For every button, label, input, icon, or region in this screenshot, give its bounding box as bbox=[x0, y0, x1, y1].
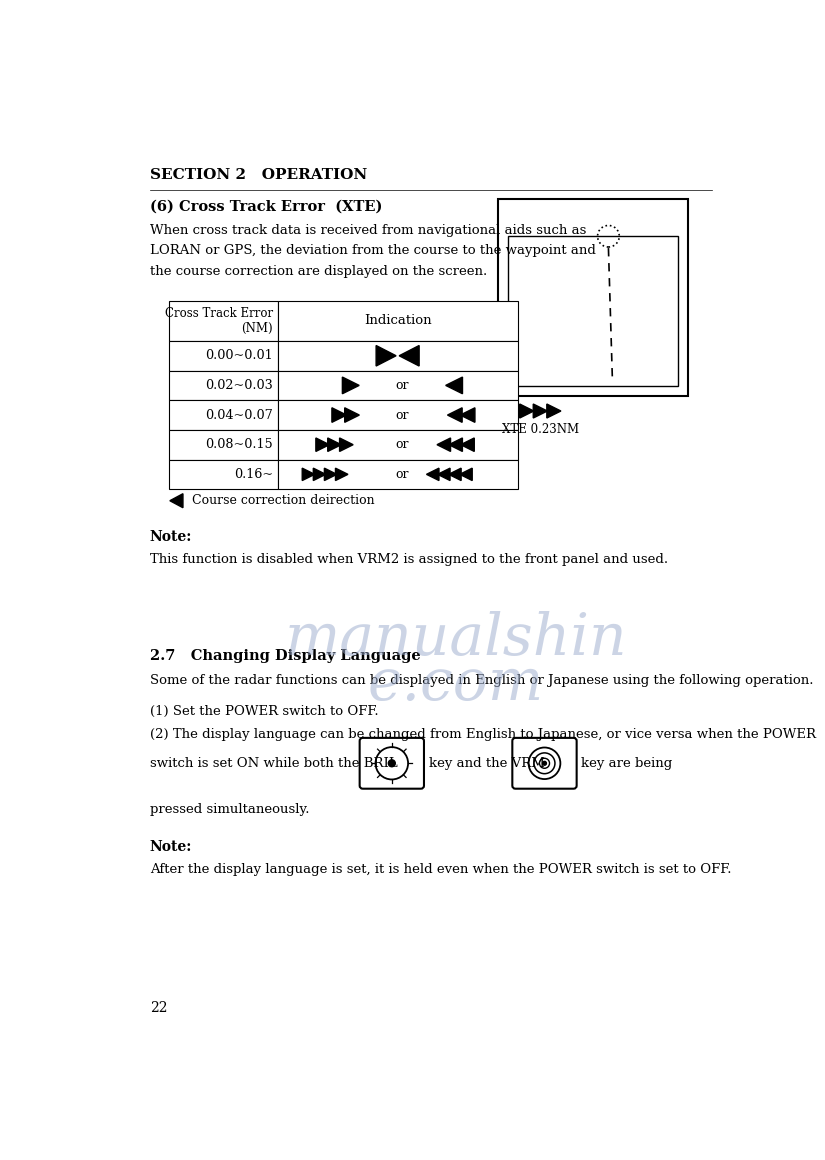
Polygon shape bbox=[520, 404, 534, 418]
Polygon shape bbox=[460, 438, 474, 451]
Polygon shape bbox=[376, 346, 396, 367]
Polygon shape bbox=[427, 469, 439, 480]
Polygon shape bbox=[342, 377, 359, 393]
FancyBboxPatch shape bbox=[169, 370, 277, 400]
Text: 0.02~0.03: 0.02~0.03 bbox=[205, 379, 273, 392]
Text: pressed simultaneously.: pressed simultaneously. bbox=[149, 804, 309, 817]
Text: 0.16~: 0.16~ bbox=[233, 467, 273, 481]
FancyBboxPatch shape bbox=[277, 430, 518, 459]
FancyBboxPatch shape bbox=[169, 400, 277, 430]
Polygon shape bbox=[449, 469, 461, 480]
Polygon shape bbox=[324, 469, 337, 480]
Text: Note:: Note: bbox=[149, 530, 192, 544]
Text: When cross track data is received from navigational aids such as: When cross track data is received from n… bbox=[149, 224, 586, 237]
Polygon shape bbox=[437, 469, 450, 480]
Text: 22: 22 bbox=[149, 1001, 167, 1015]
Polygon shape bbox=[506, 404, 521, 418]
Text: or: or bbox=[396, 438, 409, 451]
Text: Cross Track Error
(NM): Cross Track Error (NM) bbox=[165, 307, 273, 335]
Text: This function is disabled when VRM2 is assigned to the front panel and used.: This function is disabled when VRM2 is a… bbox=[149, 553, 667, 566]
FancyBboxPatch shape bbox=[360, 738, 424, 789]
FancyBboxPatch shape bbox=[169, 430, 277, 459]
Text: Note:: Note: bbox=[149, 840, 192, 854]
FancyBboxPatch shape bbox=[508, 237, 678, 385]
Polygon shape bbox=[447, 408, 462, 422]
Text: Course correction deirection: Course correction deirection bbox=[192, 494, 375, 507]
Polygon shape bbox=[170, 494, 183, 508]
FancyBboxPatch shape bbox=[277, 300, 518, 341]
Text: (2) The display language can be changed from English to Japanese, or vice versa : (2) The display language can be changed … bbox=[149, 727, 816, 741]
Text: 0.08~0.15: 0.08~0.15 bbox=[205, 438, 273, 451]
Polygon shape bbox=[302, 469, 314, 480]
FancyBboxPatch shape bbox=[277, 400, 518, 430]
FancyBboxPatch shape bbox=[498, 200, 688, 396]
Polygon shape bbox=[460, 408, 475, 422]
Polygon shape bbox=[533, 404, 547, 418]
FancyBboxPatch shape bbox=[169, 459, 277, 490]
Text: key and the VRM: key and the VRM bbox=[429, 756, 544, 770]
FancyBboxPatch shape bbox=[277, 370, 518, 400]
Text: 2.7   Changing Display Language: 2.7 Changing Display Language bbox=[149, 650, 421, 664]
Text: SECTION 2   OPERATION: SECTION 2 OPERATION bbox=[149, 168, 367, 182]
Polygon shape bbox=[446, 377, 463, 393]
Polygon shape bbox=[336, 469, 348, 480]
Text: e.com: e.com bbox=[368, 657, 544, 712]
Text: (6) Cross Track Error  (XTE): (6) Cross Track Error (XTE) bbox=[149, 200, 382, 213]
Polygon shape bbox=[314, 469, 326, 480]
Circle shape bbox=[389, 760, 395, 767]
Text: manualshin: manualshin bbox=[285, 611, 627, 668]
FancyBboxPatch shape bbox=[169, 300, 277, 341]
Text: (1) Set the POWER switch to OFF.: (1) Set the POWER switch to OFF. bbox=[149, 705, 378, 718]
Text: or: or bbox=[396, 408, 409, 421]
Polygon shape bbox=[449, 438, 463, 451]
Text: switch is set ON while both the BRIL: switch is set ON while both the BRIL bbox=[149, 756, 398, 770]
Text: or: or bbox=[396, 467, 409, 481]
Polygon shape bbox=[460, 469, 472, 480]
Text: Indication: Indication bbox=[364, 314, 431, 327]
FancyBboxPatch shape bbox=[277, 459, 518, 490]
Text: 0.04~0.07: 0.04~0.07 bbox=[205, 408, 273, 421]
Text: 0.00~0.01: 0.00~0.01 bbox=[205, 349, 273, 362]
Text: Some of the radar functions can be displayed in English or Japanese using the fo: Some of the radar functions can be displ… bbox=[149, 674, 813, 687]
Text: After the display language is set, it is held even when the POWER switch is set : After the display language is set, it is… bbox=[149, 863, 731, 877]
Text: or: or bbox=[396, 379, 409, 392]
FancyBboxPatch shape bbox=[512, 738, 577, 789]
Polygon shape bbox=[340, 438, 353, 451]
Text: XTE 0.23NM: XTE 0.23NM bbox=[502, 423, 579, 436]
Text: LORAN or GPS, the deviation from the course to the waypoint and: LORAN or GPS, the deviation from the cou… bbox=[149, 245, 596, 258]
Text: the course correction are displayed on the screen.: the course correction are displayed on t… bbox=[149, 264, 487, 277]
Circle shape bbox=[543, 761, 546, 766]
Polygon shape bbox=[328, 438, 342, 451]
FancyBboxPatch shape bbox=[277, 341, 518, 370]
FancyBboxPatch shape bbox=[169, 341, 277, 370]
Polygon shape bbox=[345, 408, 360, 422]
Text: key are being: key are being bbox=[582, 756, 672, 770]
Polygon shape bbox=[316, 438, 329, 451]
Polygon shape bbox=[399, 346, 419, 367]
Polygon shape bbox=[437, 438, 450, 451]
Polygon shape bbox=[547, 404, 561, 418]
Polygon shape bbox=[332, 408, 346, 422]
